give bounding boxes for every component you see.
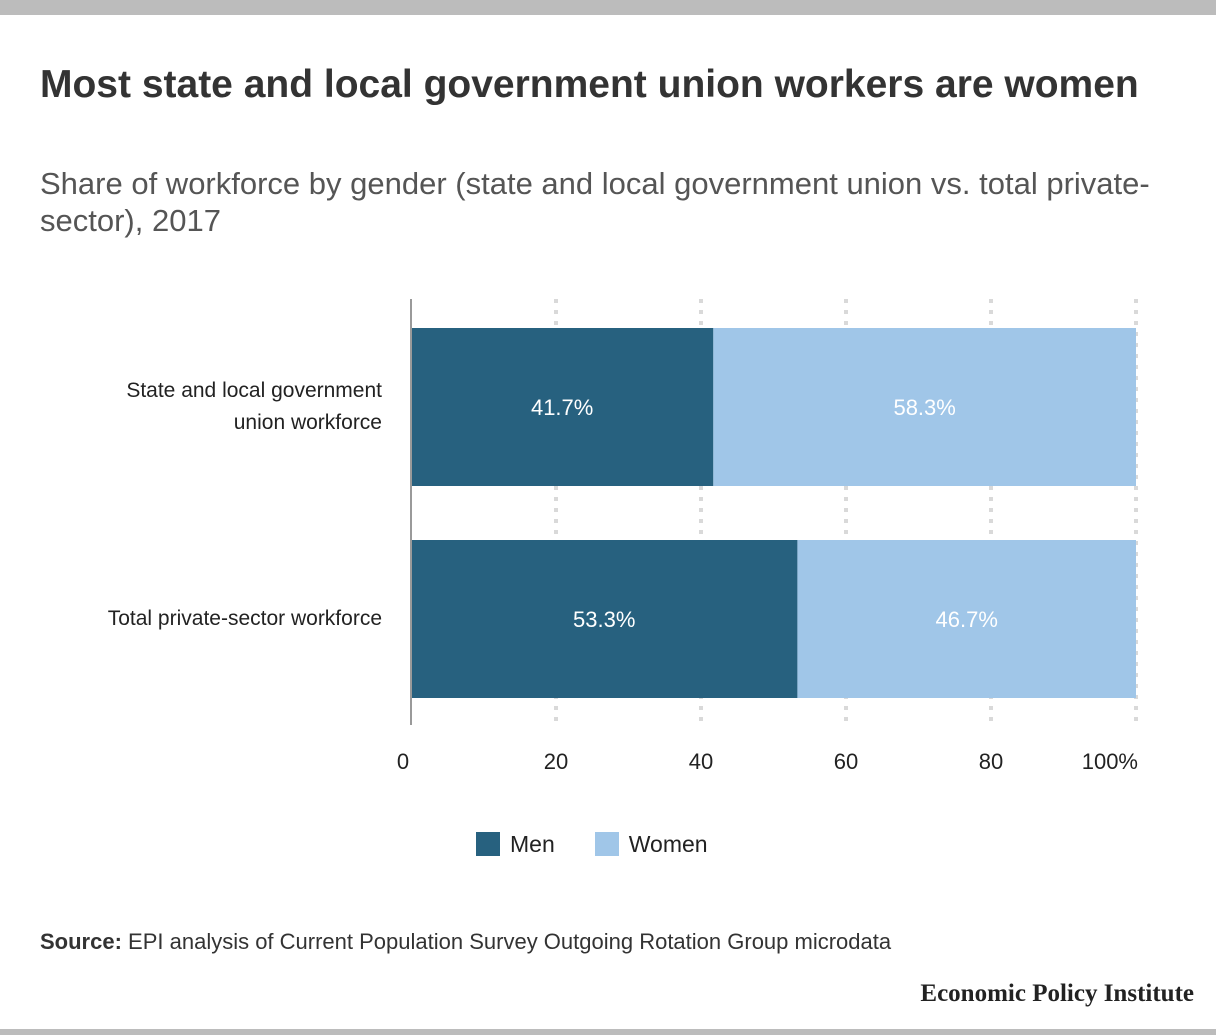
chart-subtitle: Share of workforce by gender (state and … bbox=[40, 166, 1150, 238]
brand-logo: Economic Policy Institute bbox=[920, 980, 1194, 1007]
top-border bbox=[0, 0, 1216, 15]
legend: Men Women bbox=[476, 828, 748, 860]
legend-swatch-women bbox=[594, 832, 619, 856]
data-label-men-1: 53.3% bbox=[573, 607, 635, 632]
x-tick-label-100: 100% bbox=[1082, 749, 1138, 774]
category-label-line: Total private-sector workforce bbox=[107, 607, 382, 630]
source-note: Source: EPI analysis of Current Populati… bbox=[40, 929, 891, 955]
source-text: EPI analysis of Current Population Surve… bbox=[121, 929, 892, 954]
category-label-line: State and local government bbox=[126, 379, 382, 402]
category-label-0: State and local government union workforc… bbox=[22, 375, 382, 439]
bar-men-1 bbox=[411, 540, 798, 698]
legend-label-women: Women bbox=[628, 830, 708, 857]
category-label-line: union workforce bbox=[233, 411, 382, 434]
x-tick-label-60: 60 bbox=[834, 749, 858, 774]
legend-item-women: Women bbox=[594, 830, 708, 858]
x-tick-label-0: 0 bbox=[397, 749, 409, 774]
chart-title: Most state and local government union wo… bbox=[40, 63, 1139, 106]
x-tick-label-80: 80 bbox=[979, 749, 1003, 774]
x-tick-label-20: 20 bbox=[544, 749, 568, 774]
legend-label-men: Men bbox=[510, 830, 555, 857]
category-label-1: Total private-sector workforce bbox=[22, 603, 382, 635]
bar-men-0 bbox=[411, 328, 714, 486]
legend-item-men: Men bbox=[476, 831, 555, 858]
source-label: Source: bbox=[40, 929, 122, 954]
data-label-women-1: 46.7% bbox=[936, 607, 998, 632]
bottom-border bbox=[0, 1029, 1216, 1035]
x-tick-label-40: 40 bbox=[689, 749, 713, 774]
data-label-men-0: 41.7% bbox=[531, 395, 593, 420]
data-label-women-0: 58.3% bbox=[893, 395, 955, 420]
bar-women-1 bbox=[797, 540, 1136, 698]
bar-women-0 bbox=[713, 328, 1136, 486]
legend-swatch-men bbox=[476, 832, 500, 856]
bar-chart: 41.7% 58.3% 53.3% 46.7% 0 20 40 60 80 100% bbox=[397, 299, 1138, 774]
